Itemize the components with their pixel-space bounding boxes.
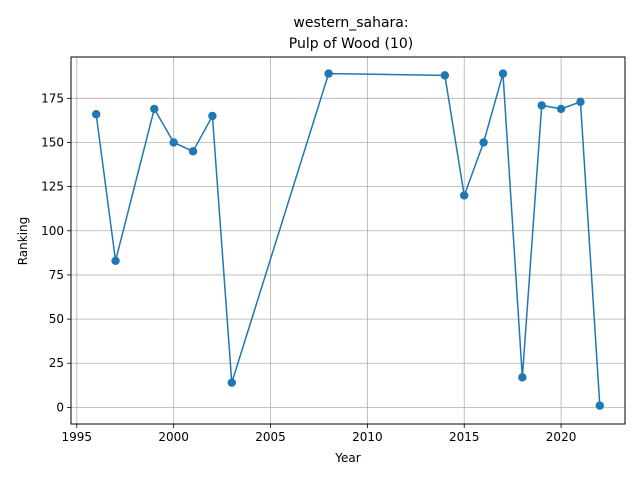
chart-title-line2: Pulp of Wood (10) — [289, 36, 413, 52]
y-tick-label: 125 — [41, 180, 64, 194]
data-point — [189, 147, 197, 155]
data-point — [576, 98, 584, 106]
data-point — [228, 378, 236, 386]
data-point — [111, 257, 119, 265]
data-point — [460, 191, 468, 199]
x-tick-label: 2015 — [449, 430, 480, 444]
x-tick-label: 2005 — [255, 430, 286, 444]
data-point — [518, 373, 526, 381]
y-tick-label: 75 — [49, 268, 64, 282]
y-tick-label: 175 — [41, 91, 64, 105]
data-point — [441, 71, 449, 79]
data-point — [150, 105, 158, 113]
y-axis-label: Ranking — [16, 217, 30, 266]
x-tick-label: 2000 — [158, 430, 189, 444]
data-point — [499, 69, 507, 77]
data-point — [538, 101, 546, 109]
data-point — [596, 401, 604, 409]
data-point — [92, 110, 100, 118]
data-point — [324, 69, 332, 77]
x-tick-label: 2010 — [352, 430, 383, 444]
data-point — [479, 138, 487, 146]
y-tick-label: 150 — [41, 135, 64, 149]
y-tick-label: 25 — [49, 356, 64, 370]
y-tick-label: 100 — [41, 224, 64, 238]
y-tick-label: 0 — [56, 400, 64, 414]
x-tick-label: 1995 — [62, 430, 93, 444]
data-point — [557, 105, 565, 113]
y-tick-label: 50 — [49, 312, 64, 326]
x-tick-label: 2020 — [546, 430, 577, 444]
x-axis-label: Year — [334, 451, 360, 465]
chart-title-line1: western_sahara: — [293, 15, 408, 31]
data-point — [208, 112, 216, 120]
data-point — [169, 138, 177, 146]
